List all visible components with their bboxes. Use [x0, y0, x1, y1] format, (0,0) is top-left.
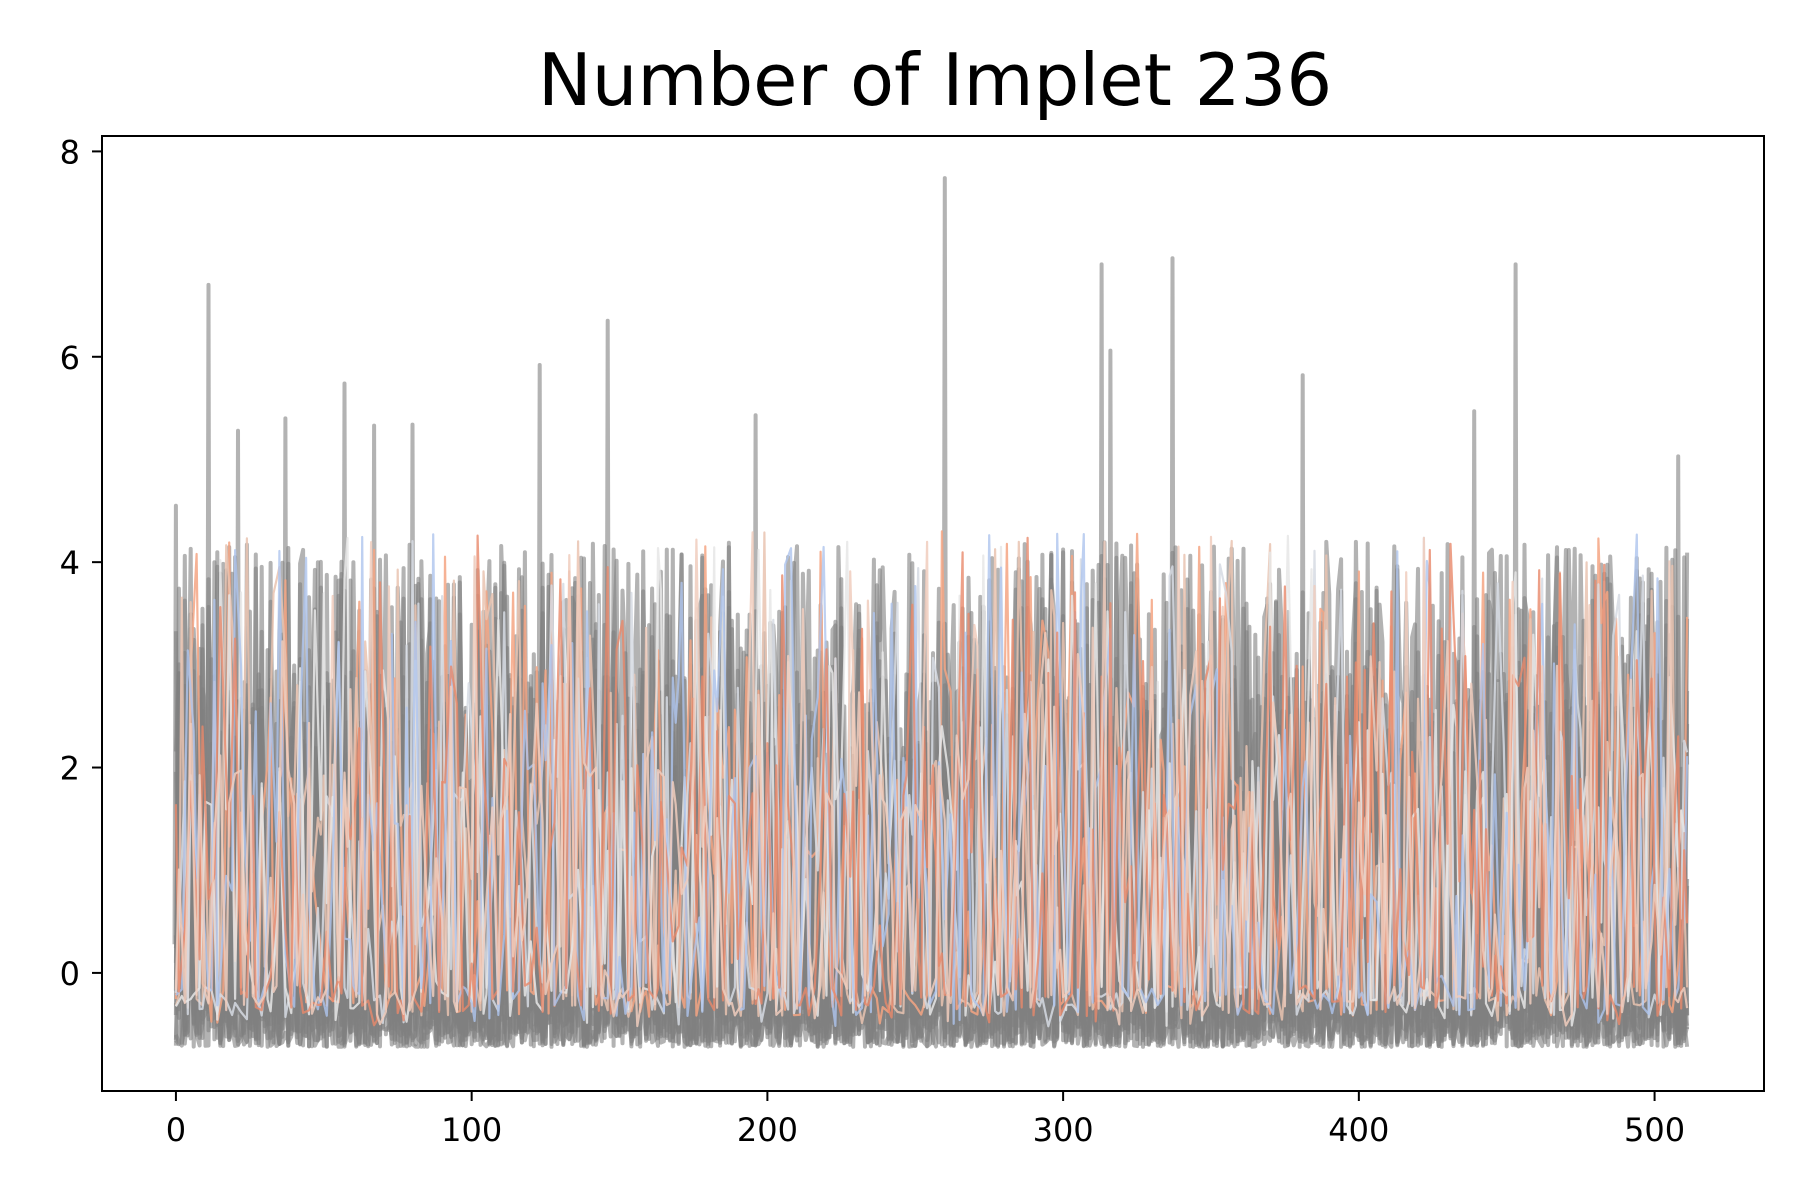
x-tick-label: 0: [166, 1111, 186, 1149]
plot-frame: [101, 135, 1765, 1092]
y-tick-label: 8: [60, 133, 80, 171]
y-tick-label: 0: [60, 955, 80, 993]
x-tick-label: 100: [441, 1111, 502, 1149]
y-tick-label: 6: [60, 339, 80, 377]
x-tick-label: 500: [1624, 1111, 1685, 1149]
peak-spike-line: [1470, 409, 1478, 965]
highlight-series-line: [174, 531, 1689, 1028]
peak-spike-line: [341, 381, 348, 965]
x-tick-label: 400: [1328, 1111, 1389, 1149]
chart-title: Number of Implet 236: [538, 38, 1332, 122]
y-axis: 0 2 4 6 8: [60, 133, 102, 993]
series-layer: [172, 176, 1690, 1049]
x-tick-label: 200: [737, 1111, 798, 1149]
peak-spike-line: [281, 416, 289, 965]
peak-spike-line: [205, 282, 212, 965]
y-tick-label: 4: [60, 544, 80, 582]
highlight-series-line: [174, 534, 1689, 1027]
highlight-series-line: [174, 534, 1686, 1027]
peak-spike-line: [941, 176, 949, 965]
x-axis: 0 100 200 300 400 500: [166, 1091, 1685, 1149]
x-tick-label: 300: [1033, 1111, 1094, 1149]
y-tick-label: 2: [60, 750, 80, 788]
